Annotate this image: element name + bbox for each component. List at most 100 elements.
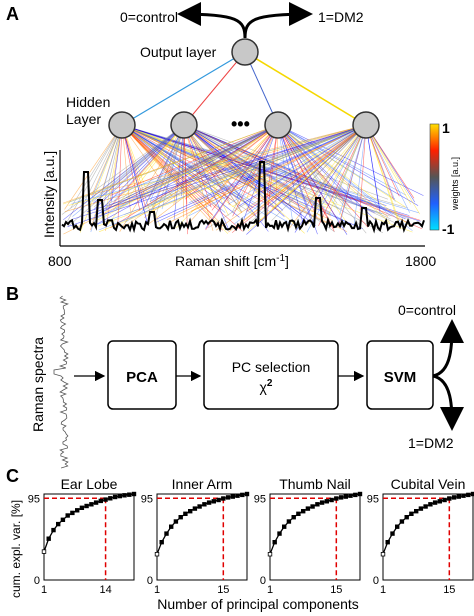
connection-line [166, 124, 367, 221]
connection-line [277, 124, 392, 217]
pc-selection-label: PC selection [232, 359, 311, 375]
data-point [343, 494, 348, 499]
connection-line [94, 124, 185, 210]
data-point [357, 491, 363, 497]
chart-title: Inner Arm [172, 476, 233, 492]
data-point [296, 511, 301, 516]
data-point [178, 515, 183, 520]
cum-var-chart-2: Inner Arm 0 95 1 15 [141, 476, 250, 596]
chart-frame [43, 493, 135, 581]
chart-frame [156, 493, 248, 581]
connection-line [96, 124, 279, 225]
data-point [394, 524, 400, 529]
cum-var-chart-4: Cubital Vein 0 95 1 15 [367, 476, 474, 596]
connection-line [231, 124, 367, 233]
data-point [202, 502, 207, 507]
data-point [216, 497, 221, 503]
data-point [390, 531, 395, 536]
connection-line [105, 124, 279, 208]
output-label-dm2: 1=DM2 [318, 9, 364, 25]
connection-line [146, 124, 367, 206]
panel-a-ylabel: Intensity [a.u.] [41, 151, 57, 238]
data-point [112, 494, 118, 500]
connection-line [287, 124, 367, 206]
connection-line [265, 124, 279, 224]
x-tick-label: 1 [41, 584, 47, 596]
connection-line [294, 124, 367, 233]
connection-line [306, 124, 367, 233]
data-point [235, 493, 240, 498]
connection-line [277, 124, 367, 234]
data-point [466, 492, 471, 498]
output-label-control: 0=control [120, 9, 178, 25]
connection-line [70, 124, 123, 209]
y-tick-label: 0 [147, 575, 153, 587]
connection-line [143, 124, 279, 218]
connection-line [339, 124, 367, 215]
data-point [470, 491, 474, 497]
connection-line [232, 124, 279, 217]
raman-spectrum-line [61, 161, 425, 234]
connection-line [105, 124, 123, 213]
connection-line [86, 124, 367, 213]
data-point [84, 503, 89, 509]
data-point [281, 524, 287, 529]
raman-spectra-vertical [53, 295, 69, 469]
y-tick-label: 95 [28, 493, 40, 505]
connection-line [121, 124, 264, 222]
connection-line [183, 124, 326, 200]
data-point [432, 500, 438, 505]
svm-arrow-up [432, 319, 464, 378]
connection-line [277, 124, 317, 218]
connection-line [365, 124, 416, 203]
cum-var-chart-1: Ear Lobe 0 95 1 14 [28, 476, 137, 596]
data-point [108, 496, 113, 501]
pca-box [107, 340, 177, 410]
connection-line [188, 124, 367, 217]
data-point [319, 500, 325, 505]
connection-line [318, 124, 367, 227]
connection-line [88, 124, 367, 196]
y-tick-label: 0 [260, 575, 266, 587]
connection-line [183, 124, 375, 213]
output-arrow-left [177, 2, 247, 39]
hidden-layer-label-1: Hidden [66, 94, 110, 110]
connection-line [110, 124, 279, 196]
data-point [404, 515, 409, 520]
connection-line [228, 124, 367, 205]
chart-title: Ear Lobe [61, 476, 118, 492]
connection-line [277, 124, 338, 204]
data-point [456, 494, 461, 499]
connection-line [105, 124, 123, 232]
connection-line [67, 124, 367, 227]
panel-a-xlabel: Raman shift [cm-1] [175, 253, 289, 269]
connection-line [243, 124, 279, 221]
data-point [409, 511, 414, 516]
connection-line [121, 124, 131, 212]
y-tick-label: 95 [367, 493, 379, 505]
chart-title: Cubital Vein [391, 476, 466, 492]
connection-line [277, 124, 293, 222]
connection-line [64, 124, 123, 226]
connection-line [102, 124, 185, 209]
data-point [267, 552, 273, 557]
connection-line [167, 124, 367, 224]
data-point [240, 492, 245, 498]
data-point [79, 505, 85, 510]
data-point [225, 495, 231, 500]
data-point [183, 511, 188, 516]
panel-b-letter: B [6, 284, 19, 304]
data-point [291, 515, 296, 520]
connection-line [205, 124, 279, 231]
y-tick-label: 95 [141, 493, 153, 505]
data-point [348, 493, 353, 498]
x-tick-800: 800 [48, 253, 72, 269]
connection-line [183, 124, 325, 219]
data-point [310, 504, 315, 509]
chi-squared-label: χ2 [260, 378, 273, 395]
connection-line [183, 124, 423, 230]
data-point [230, 494, 235, 499]
colorbar [429, 123, 440, 231]
data-point [437, 499, 442, 504]
connection-line [67, 124, 185, 227]
